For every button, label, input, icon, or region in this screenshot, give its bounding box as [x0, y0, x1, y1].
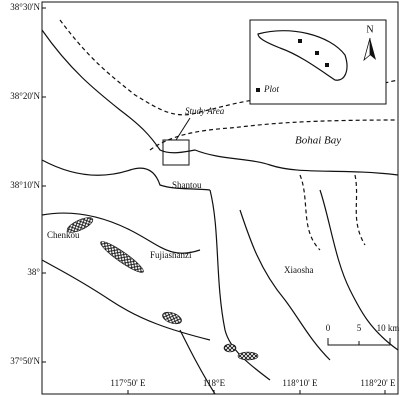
place-label: Study Area [185, 106, 225, 116]
place-label: Xiaosha [284, 265, 314, 275]
scale-line [327, 338, 391, 346]
inset: Plot N [249, 19, 387, 105]
lat-label: 38°20'N [10, 91, 40, 101]
place-label: Fujiashanzi [150, 250, 192, 260]
lon-label: 118°E [203, 378, 226, 388]
plot-outline [257, 30, 348, 81]
north-arrow [363, 37, 371, 62]
river [41, 159, 211, 191]
ticks [42, 7, 386, 394]
scale-bar: 0 5 10 km [326, 323, 400, 346]
scale-label: 5 [357, 323, 362, 333]
inset-frame [249, 19, 387, 105]
lat-label: 38° [27, 267, 40, 277]
lat-label: 37°50'N [10, 356, 40, 366]
river [319, 189, 399, 351]
river [239, 209, 331, 361]
river [209, 189, 271, 381]
study-area-pointer [175, 117, 191, 141]
lon-labels: 117°50' E 118°E 118°10' E 118°20' E [110, 378, 396, 388]
lon-label: 117°50' E [110, 378, 146, 388]
legend-label: Plot [263, 84, 279, 94]
place-label: Bohai Bay [295, 135, 341, 147]
river [41, 259, 211, 341]
lat-label: 38°30'N [10, 2, 40, 12]
lon-label: 118°10' E [282, 378, 318, 388]
legend-marker [256, 88, 260, 92]
river [179, 329, 216, 395]
coastlines [41, 19, 399, 395]
plot-marker [315, 51, 319, 55]
coastline [41, 29, 399, 176]
lat-labels: 38°30'N 38°20'N 38°10'N 38° 37°50'N [10, 2, 40, 366]
scale-label: 0 [326, 323, 331, 333]
map-frame [41, 1, 399, 395]
dike [149, 119, 399, 151]
lon-label: 118°20' E [360, 378, 396, 388]
lat-label: 38°10'N [10, 180, 40, 190]
plot-marker [325, 63, 329, 67]
river [41, 212, 201, 254]
plot-marker [298, 39, 302, 43]
scale-label: 10 km [377, 323, 400, 333]
channel [354, 174, 366, 246]
place-label: Chenkou [47, 230, 80, 240]
hatched-areas [66, 217, 259, 361]
channel [299, 174, 321, 251]
north-label: N [366, 24, 373, 35]
north-arrow [370, 38, 376, 60]
place-label: Shantou [172, 180, 202, 190]
